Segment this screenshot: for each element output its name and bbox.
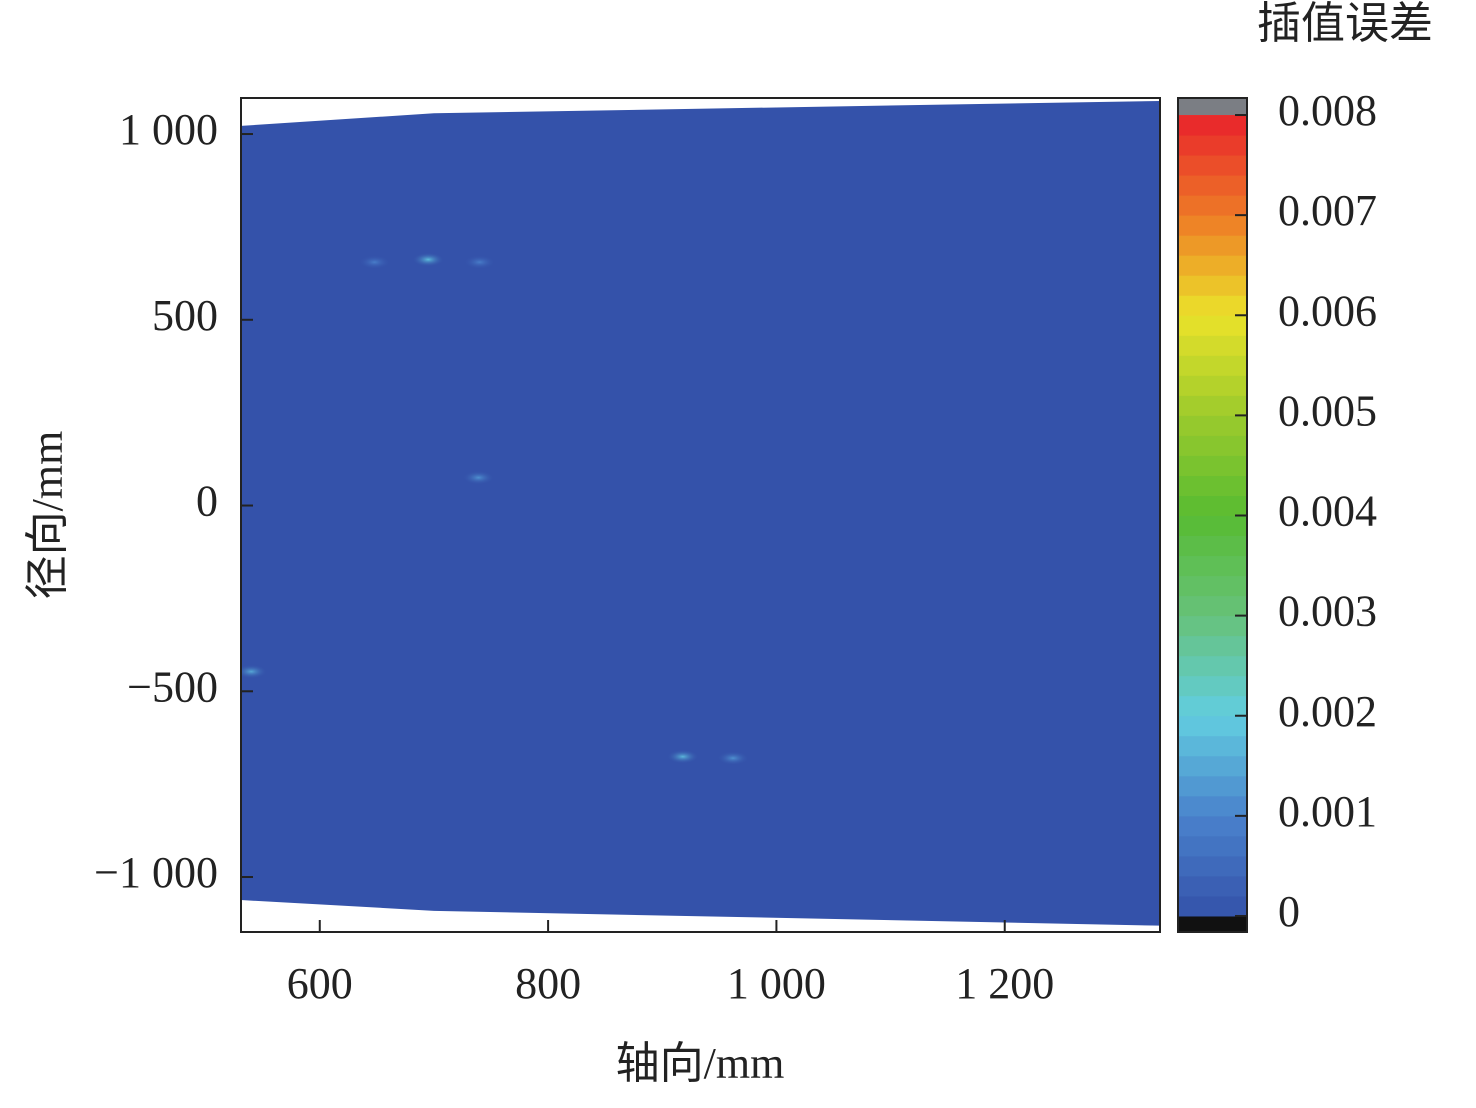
colorbar-band xyxy=(1178,695,1247,717)
colorbar-band xyxy=(1178,875,1247,897)
x-tick-label: 1 200 xyxy=(955,959,1054,1008)
colorbar-band xyxy=(1178,755,1247,777)
colorbar-under xyxy=(1178,915,1247,932)
colorbar-band xyxy=(1178,195,1247,216)
colorbar-tick-label: 0.001 xyxy=(1278,787,1377,836)
colorbar-band xyxy=(1178,475,1247,496)
x-axis-label: 轴向/mm xyxy=(616,1039,785,1088)
colorbar-tick-label: 0.006 xyxy=(1278,286,1377,335)
colorbar-band xyxy=(1178,295,1247,316)
colorbar-band xyxy=(1178,775,1247,797)
colorbar-band xyxy=(1178,555,1247,577)
colorbar-band xyxy=(1178,675,1247,697)
hotspot xyxy=(717,751,750,766)
field xyxy=(241,100,1160,926)
x-tick-label: 800 xyxy=(515,959,581,1008)
colorbar-band xyxy=(1178,515,1247,537)
colorbar-over xyxy=(1178,98,1247,116)
plot-frame xyxy=(240,97,1161,933)
hotspot xyxy=(462,470,495,485)
colorbar-band xyxy=(1178,815,1247,837)
plot xyxy=(241,100,1160,926)
colorbar-band xyxy=(1178,715,1247,737)
hotspot xyxy=(241,664,268,679)
colorbar-band xyxy=(1178,855,1247,877)
x-tick-label: 1 000 xyxy=(727,959,826,1008)
colorbar-band xyxy=(1178,575,1247,597)
colorbar-band xyxy=(1178,175,1247,196)
colorbar-band xyxy=(1178,135,1247,156)
colorbar-band xyxy=(1178,615,1247,637)
y-tick-label: 0 xyxy=(196,477,218,526)
colorbar-band xyxy=(1178,315,1247,336)
y-tick-label: −500 xyxy=(127,662,218,711)
colorbar-band xyxy=(1178,635,1247,657)
colorbar-tick-label: 0.002 xyxy=(1278,687,1377,736)
colorbar-tick-label: 0 xyxy=(1278,887,1300,936)
colorbar-band xyxy=(1178,255,1247,276)
y-tick-label: −1 000 xyxy=(94,848,218,897)
colorbar-band xyxy=(1178,495,1247,517)
colorbar-band xyxy=(1178,415,1247,436)
hotspot xyxy=(666,749,699,764)
colorbar-band xyxy=(1178,355,1247,376)
colorbar-tick-label: 0.004 xyxy=(1278,487,1377,536)
colorbar-band xyxy=(1178,375,1247,396)
colorbar-band xyxy=(1178,155,1247,176)
colorbar-band xyxy=(1178,835,1247,857)
colorbar-band xyxy=(1178,235,1247,256)
colorbar-band xyxy=(1178,115,1247,136)
colorbar-band xyxy=(1178,735,1247,757)
colorbar-band xyxy=(1178,655,1247,677)
colorbar-band xyxy=(1178,795,1247,817)
colorbar-tick-label: 0.008 xyxy=(1278,86,1377,135)
hotspot xyxy=(463,255,496,270)
colorbar-band xyxy=(1178,595,1247,617)
colorbar-tick-label: 0.005 xyxy=(1278,386,1377,435)
colorbar-band xyxy=(1178,455,1247,476)
x-tick-label: 600 xyxy=(287,959,353,1008)
colorbar-tick-label: 0.003 xyxy=(1278,587,1377,636)
hotspot xyxy=(412,252,445,267)
colorbar-band xyxy=(1178,215,1247,236)
y-tick-label: 1 000 xyxy=(119,105,218,154)
colorbar-tick-label: 0.007 xyxy=(1278,186,1377,235)
colorbar-band xyxy=(1178,335,1247,356)
colorbar-band xyxy=(1178,395,1247,416)
y-tick-label: 500 xyxy=(152,291,218,340)
colorbar-band xyxy=(1178,535,1247,557)
colorbar-band xyxy=(1178,895,1247,917)
hotspot xyxy=(358,255,391,270)
colorbar-band xyxy=(1178,435,1247,456)
colorbar-band xyxy=(1178,275,1247,296)
colorbar-title: 插值误差 xyxy=(1257,0,1433,48)
y-axis-label: 径向/mm xyxy=(23,431,72,600)
